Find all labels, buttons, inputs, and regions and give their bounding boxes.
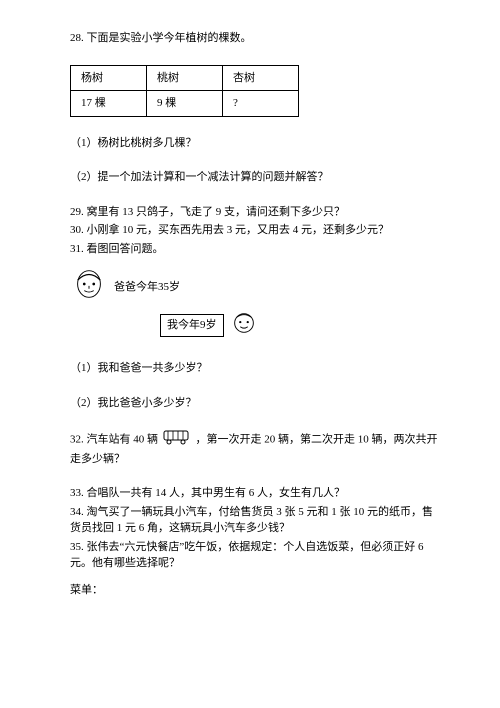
q35: 35. 张伟去“六元快餐店”吃午饭，依据规定：个人自选饭菜，但必须正好 6 元。… <box>70 539 440 572</box>
q32-part1: 32. 汽车站有 40 辆 <box>70 433 158 445</box>
q30: 30. 小刚拿 10 元，买东西先用去 3 元，又用去 4 元，还剩多少元？ <box>70 222 440 239</box>
header-xing: 杏树 <box>223 65 299 91</box>
q29: 29. 窝里有 13 只鸽子，飞走了 9 支，请问还剩下多少只？ <box>70 204 440 221</box>
bus-icon <box>163 429 191 451</box>
dad-head-icon <box>70 265 108 309</box>
cell-yang: 17 棵 <box>71 91 147 117</box>
q31-sub1: （1）我和爸爸一共多少岁？ <box>70 360 440 377</box>
menu-label: 菜单： <box>70 582 440 599</box>
table-row: 17 棵 9 棵 ? <box>71 91 299 117</box>
q31-prompt: 31. 看图回答问题。 <box>70 241 440 258</box>
q31-illustration: 爸爸今年35岁 我今年9岁 <box>70 265 440 342</box>
header-tao: 桃树 <box>147 65 223 91</box>
cell-xing: ? <box>223 91 299 117</box>
q32: 32. 汽车站有 40 辆 ，第一次开走 20 辆，第二次开走 10 辆，两次共… <box>70 429 440 467</box>
cell-tao: 9 棵 <box>147 91 223 117</box>
tree-table: 杨树 桃树 杏树 17 棵 9 棵 ? <box>70 65 299 117</box>
dad-speech: 爸爸今年35岁 <box>114 279 180 296</box>
q28-sub2: （2）提一个加法计算和一个减法计算的问题并解答？ <box>70 169 440 186</box>
table-row: 杨树 桃树 杏树 <box>71 65 299 91</box>
child-speech: 我今年9岁 <box>160 314 224 337</box>
q31-sub2: （2）我比爸爸小多少岁？ <box>70 395 440 412</box>
header-yang: 杨树 <box>71 65 147 91</box>
q33: 33. 合唱队一共有 14 人，其中男生有 6 人，女生有几人？ <box>70 485 440 502</box>
q34: 34. 淘气买了一辆玩具小汽车，付给售货员 3 张 5 元和 1 张 10 元的… <box>70 504 440 537</box>
q28-prompt: 28. 下面是实验小学今年植树的棵数。 <box>70 30 440 47</box>
child-head-icon <box>230 309 258 343</box>
q28-sub1: （1）杨树比桃树多几棵？ <box>70 135 440 152</box>
